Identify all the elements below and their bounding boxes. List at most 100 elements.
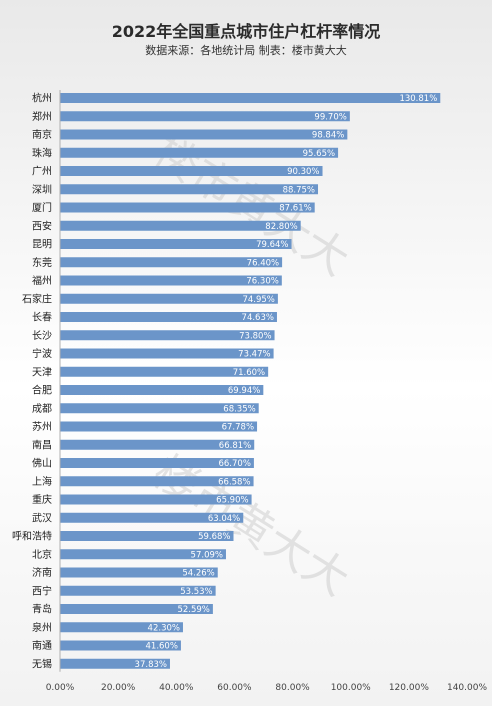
value-label: 52.59%	[177, 605, 209, 615]
value-label: 69.94%	[228, 386, 260, 396]
value-label: 68.35%	[223, 404, 255, 414]
bar	[60, 512, 244, 523]
value-label: 66.70%	[218, 459, 250, 469]
value-label: 71.60%	[233, 368, 265, 378]
value-label: 41.60%	[146, 642, 178, 652]
category-label: 南昌	[32, 438, 52, 451]
bar-row: 上海 66.58%	[32, 475, 254, 488]
category-label: 珠海	[32, 146, 52, 159]
value-label: 66.81%	[219, 441, 251, 451]
category-label: 成都	[32, 403, 52, 415]
value-label: 88.75%	[283, 185, 315, 195]
bar	[60, 403, 259, 414]
category-label: 无锡	[32, 657, 52, 670]
category-label: 北京	[32, 548, 52, 561]
bar	[60, 567, 218, 578]
category-label: 长春	[32, 312, 52, 324]
x-tick-label: 20.00%	[101, 683, 136, 693]
x-tick-label: 80.00%	[275, 683, 310, 693]
category-label: 宁波	[32, 347, 52, 360]
bar-row: 苏州 67.78%	[32, 420, 258, 433]
bar-row: 济南 54.26%	[32, 566, 218, 579]
watermark-text: 楼市黄大大	[144, 446, 358, 606]
chart-title: 2022年全国重点城市住户杠杆率情况	[111, 22, 381, 41]
bar-row: 广州 90.30%	[32, 166, 323, 178]
bar	[60, 111, 350, 122]
value-label: 37.83%	[135, 660, 167, 670]
value-label: 130.81%	[399, 94, 437, 104]
bar-row: 天津 71.60%	[32, 366, 269, 378]
bar	[60, 330, 275, 341]
value-label: 66.58%	[218, 477, 250, 487]
x-tick-label: 120.00%	[389, 683, 429, 693]
value-label: 76.40%	[247, 258, 279, 268]
bar	[60, 202, 315, 213]
bar	[60, 458, 254, 468]
value-label: 59.68%	[198, 532, 230, 542]
value-label: 54.26%	[182, 569, 214, 579]
value-label: 87.61%	[279, 204, 311, 214]
value-label: 73.47%	[238, 350, 270, 360]
bar-row: 宁波 73.47%	[32, 347, 274, 360]
bar-row: 合肥 69.94%	[32, 384, 264, 397]
category-label: 佛山	[32, 457, 52, 470]
category-label: 南京	[32, 128, 52, 141]
bar	[60, 166, 323, 176]
value-label: 99.70%	[314, 112, 346, 122]
x-tick-label: 100.00%	[331, 683, 371, 693]
bar-row: 南京 98.84%	[32, 128, 348, 141]
bar-row: 长春 74.63%	[32, 312, 277, 324]
category-label: 苏州	[32, 420, 52, 433]
bar	[60, 640, 181, 651]
category-label: 昆明	[32, 239, 52, 251]
bar	[60, 293, 278, 304]
chart-subtitle: 数据来源：各地统计局 制表：楼市黄大大	[145, 44, 347, 57]
bar	[60, 604, 213, 614]
bar-row: 昆明 79.64%	[32, 239, 292, 251]
bar-row: 厦门 87.61%	[32, 201, 315, 214]
value-label: 63.04%	[208, 514, 240, 524]
category-label: 泉州	[32, 621, 52, 634]
value-label: 74.63%	[242, 313, 274, 323]
bar-row: 呼和浩特 59.68%	[12, 531, 234, 543]
value-label: 76.30%	[246, 277, 278, 287]
value-label: 67.78%	[222, 423, 254, 433]
bar-row: 珠海 95.65%	[32, 146, 339, 159]
value-label: 57.09%	[191, 550, 223, 560]
bar	[60, 239, 292, 249]
x-axis: 0.00% 20.00% 40.00% 60.00% 80.00% 100.00% 120.…	[46, 90, 487, 693]
category-label: 青岛	[32, 603, 52, 616]
category-label: 广州	[32, 166, 52, 178]
bar-row: 青岛 52.59%	[32, 603, 213, 616]
bar-row: 泉州 42.30%	[32, 621, 183, 634]
bar-row: 南昌 66.81%	[32, 438, 255, 451]
value-label: 42.30%	[148, 623, 180, 633]
category-label: 天津	[32, 366, 52, 378]
bar-row: 东莞 76.40%	[32, 256, 283, 269]
bar	[60, 184, 319, 195]
bar-row: 南通 41.60%	[32, 639, 181, 652]
category-label: 杭州	[32, 92, 52, 105]
bar	[60, 494, 252, 505]
bar-row: 郑州 99.70%	[32, 110, 350, 123]
category-label: 福州	[32, 274, 52, 287]
bar	[60, 129, 348, 140]
category-label: 武汉	[32, 511, 52, 524]
bar	[60, 439, 255, 450]
bar-row: 杭州 130.81%	[32, 92, 441, 105]
category-label: 上海	[32, 475, 52, 488]
bar	[60, 385, 264, 395]
value-label: 53.53%	[180, 587, 212, 597]
bar-row: 石家庄 74.95%	[22, 292, 278, 305]
bar-row: 长沙 73.80%	[32, 330, 275, 342]
x-tick-label: 0.00%	[46, 683, 75, 693]
bar-row: 北京 57.09%	[32, 548, 226, 561]
bar	[60, 275, 282, 286]
category-label: 南通	[32, 639, 52, 652]
bar	[60, 622, 183, 633]
bars-group: 杭州 130.81% 郑州 99.70% 南京 98.84% 珠海 95.65% 广州 90.30…	[12, 92, 441, 670]
category-label: 西安	[32, 219, 52, 232]
bar	[60, 312, 277, 322]
value-label: 82.80%	[265, 222, 297, 232]
